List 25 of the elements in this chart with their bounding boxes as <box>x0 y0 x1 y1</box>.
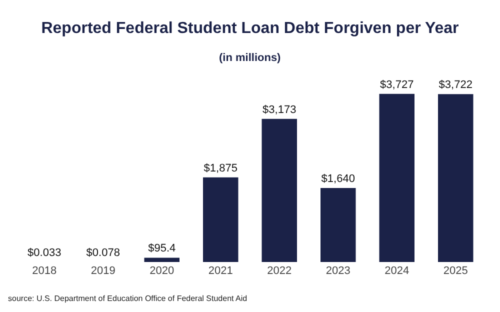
bar <box>320 188 356 262</box>
chart-subtitle: (in millions) <box>219 52 282 64</box>
bar <box>203 177 238 262</box>
x-tick-label: 2020 <box>150 265 174 277</box>
bar <box>144 258 180 262</box>
x-tick-label: 2025 <box>443 265 468 277</box>
bar <box>438 94 474 262</box>
x-tick-label: 2022 <box>267 265 292 277</box>
data-label: $0.033 <box>28 247 62 259</box>
bar <box>262 118 297 262</box>
data-label: $3,727 <box>380 78 414 91</box>
bar <box>379 94 414 262</box>
data-label: $95.4 <box>148 242 176 255</box>
data-label: $1,640 <box>321 173 355 186</box>
x-tick-label: 2021 <box>208 265 233 277</box>
x-tick-label: 2024 <box>384 265 410 277</box>
source-note: source: U.S. Department of Education Office of Federal Student Aid <box>8 294 248 303</box>
data-label: $3,722 <box>438 79 472 92</box>
data-label: $0.078 <box>86 247 120 259</box>
x-tick-label: 2023 <box>326 265 350 277</box>
x-tick-label: 2019 <box>90 265 116 277</box>
data-label: $1,875 <box>204 162 238 174</box>
chart-title: Reported Federal Student Loan Debt Forgiven per Year <box>41 20 459 38</box>
x-tick-label: 2018 <box>32 265 57 277</box>
data-label: $3,173 <box>262 104 296 116</box>
